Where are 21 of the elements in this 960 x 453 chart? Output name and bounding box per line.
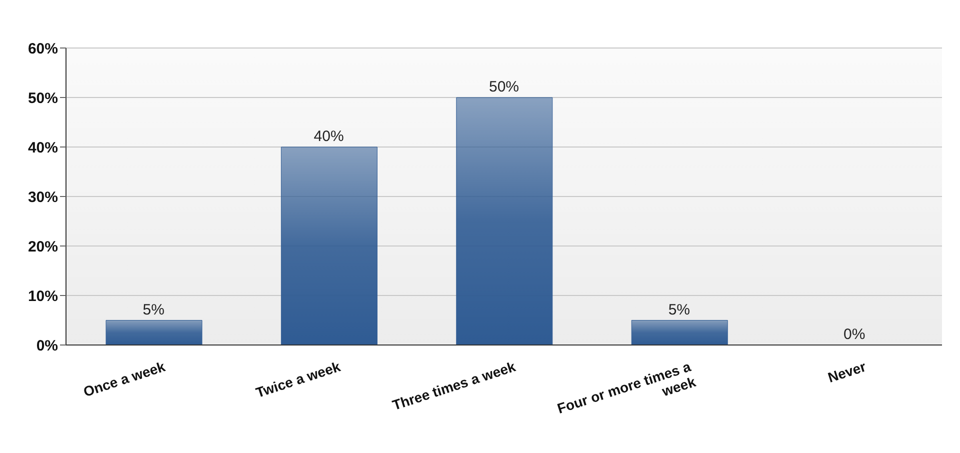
x-tick-label: Once a week	[81, 358, 168, 400]
y-tick-label: 50%	[28, 90, 58, 107]
y-tick-label: 40%	[28, 139, 58, 156]
y-tick-label: 10%	[28, 288, 58, 305]
data-label: 50%	[488, 78, 520, 96]
bar	[631, 320, 728, 345]
data-label: 0%	[844, 326, 866, 343]
x-tick-label: Four or more times a week	[555, 358, 698, 416]
bar	[106, 320, 202, 345]
y-tick-label: 20%	[28, 238, 58, 256]
x-tick-label: Never	[826, 358, 868, 386]
y-tick-label: 60%	[28, 40, 58, 58]
bar	[456, 97, 553, 345]
y-tick-label: 0%	[36, 337, 58, 354]
x-tick-label: Three times a week	[390, 358, 518, 414]
x-tick-label: Twice a week	[254, 358, 342, 401]
bar	[280, 146, 378, 345]
data-label: 40%	[314, 128, 344, 145]
y-tick-label: 30%	[28, 188, 58, 206]
data-label: 5%	[668, 301, 690, 318]
data-label: 5%	[142, 301, 164, 318]
